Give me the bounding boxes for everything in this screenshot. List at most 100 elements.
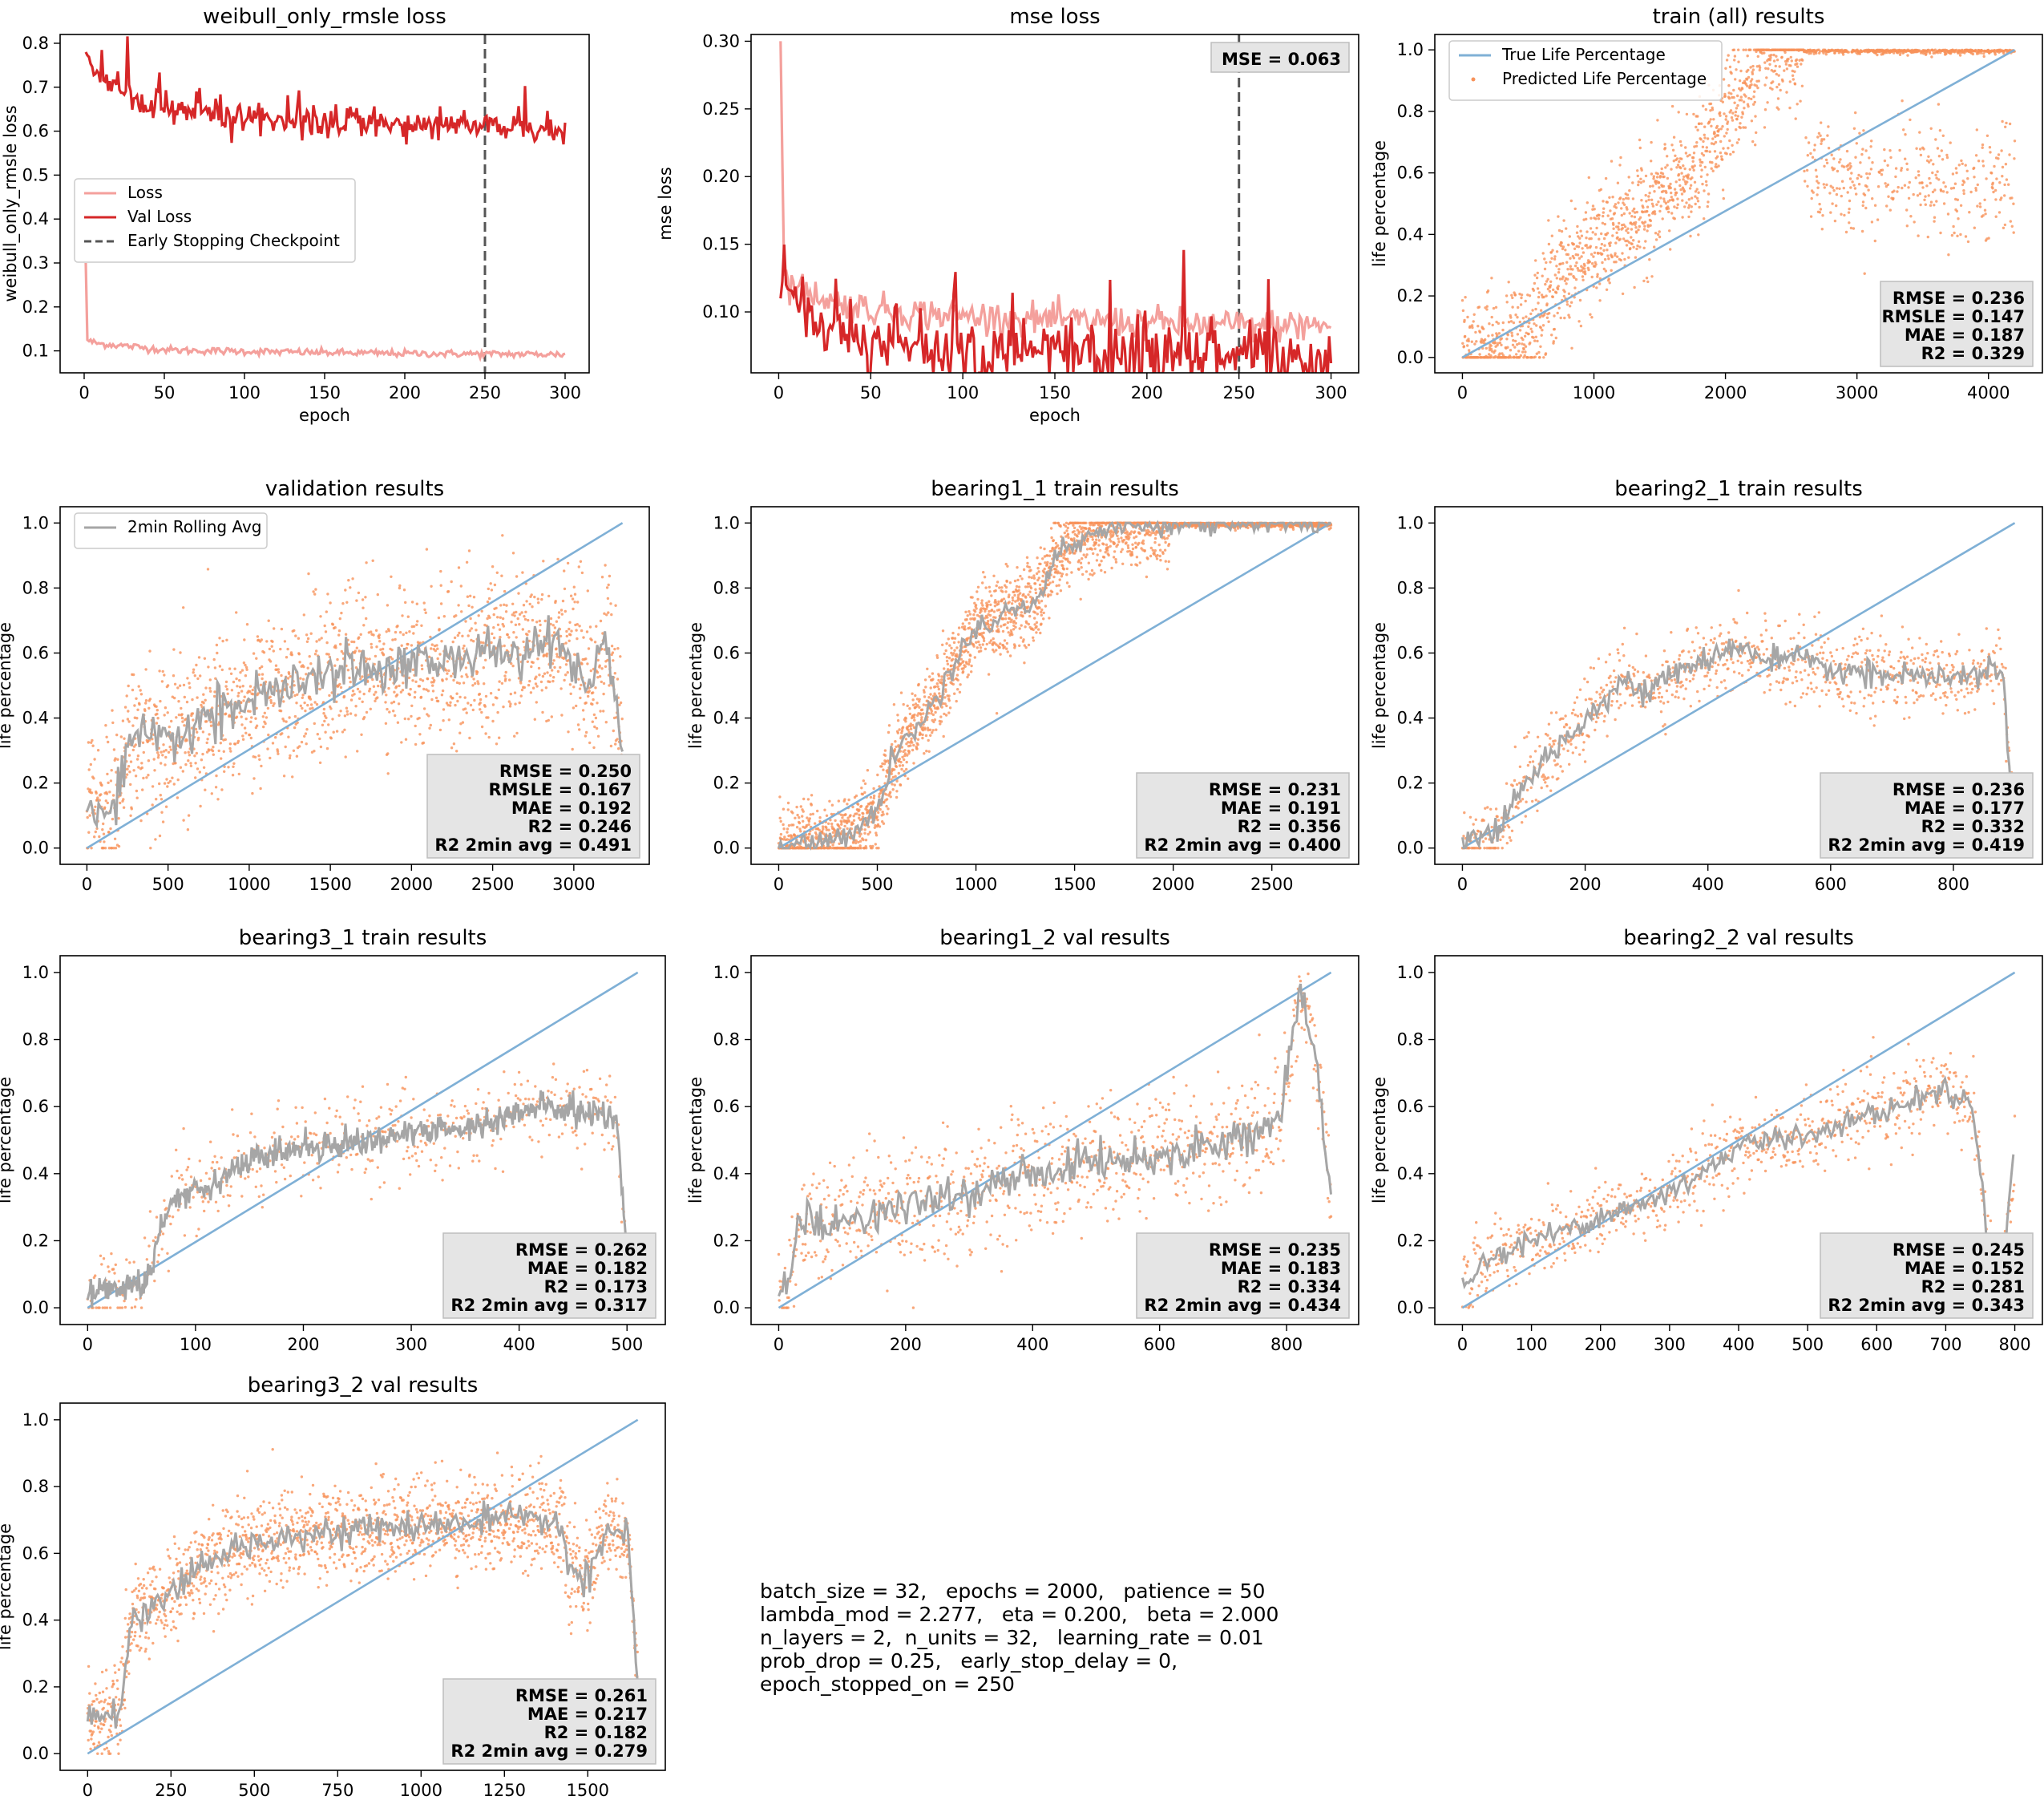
predicted-point [213, 690, 216, 694]
predicted-point [905, 767, 908, 771]
predicted-point [915, 747, 919, 750]
y-tick-label: 0.8 [1397, 102, 1424, 121]
predicted-point [362, 716, 366, 719]
predicted-point [194, 762, 197, 765]
y-tick-label: 0.4 [1397, 224, 1424, 244]
predicted-point [1812, 191, 1815, 194]
predicted-point [245, 623, 249, 626]
predicted-point [1709, 102, 1713, 106]
predicted-point [874, 843, 878, 846]
predicted-point [1604, 176, 1608, 180]
predicted-point [552, 659, 555, 662]
predicted-point [373, 693, 376, 696]
predicted-point [504, 678, 507, 681]
predicted-point [208, 678, 212, 682]
predicted-point [1924, 203, 1927, 206]
predicted-point [1630, 228, 1634, 231]
predicted-point [1541, 252, 1545, 255]
predicted-point [1556, 287, 1560, 291]
predicted-point [1715, 124, 1719, 128]
predicted-point [1725, 59, 1729, 62]
predicted-point [347, 643, 350, 646]
predicted-point [879, 807, 882, 811]
predicted-point [1719, 140, 1723, 144]
loss-series-line [84, 262, 566, 362]
predicted-point [1565, 282, 1568, 285]
predicted-point [109, 779, 113, 783]
predicted-point [350, 640, 353, 644]
predicted-point [1636, 244, 1639, 248]
predicted-point [1823, 186, 1826, 189]
predicted-point [388, 710, 391, 714]
predicted-point [843, 798, 846, 801]
predicted-point [1609, 241, 1612, 245]
predicted-point [201, 752, 204, 756]
predicted-point [482, 641, 485, 645]
predicted-point [487, 716, 490, 719]
predicted-point [806, 835, 810, 839]
predicted-point [1702, 154, 1706, 157]
predicted-point [1596, 273, 1599, 276]
predicted-point [297, 653, 301, 656]
predicted-point [1732, 48, 1736, 51]
predicted-point [407, 676, 411, 680]
predicted-point [496, 710, 499, 714]
predicted-point [837, 799, 841, 803]
predicted-point [919, 733, 923, 736]
predicted-point [436, 647, 439, 650]
predicted-point [160, 762, 163, 765]
predicted-point [513, 614, 516, 617]
predicted-point [1546, 277, 1549, 281]
predicted-point [386, 772, 390, 775]
predicted-point [1981, 160, 1985, 163]
predicted-point [1731, 150, 1735, 154]
predicted-point [1929, 159, 1933, 162]
predicted-point [418, 733, 422, 736]
predicted-point [261, 665, 264, 669]
legend-entry: Predicted Life Percentage [1502, 69, 1707, 88]
predicted-point [305, 742, 308, 746]
predicted-point [520, 688, 524, 692]
predicted-point [1588, 260, 1592, 264]
predicted-point [1505, 301, 1509, 304]
predicted-point [496, 623, 500, 626]
predicted-point [909, 725, 912, 728]
predicted-point [1994, 198, 1998, 201]
predicted-point [244, 665, 248, 669]
predicted-point [963, 625, 967, 629]
predicted-point [944, 688, 947, 691]
predicted-point [606, 597, 610, 601]
predicted-point [1852, 184, 1856, 187]
predicted-point [1573, 207, 1577, 211]
y-tick-label: 0.30 [702, 31, 740, 51]
predicted-point [345, 710, 349, 713]
predicted-point [1574, 277, 1578, 281]
predicted-point [822, 827, 825, 831]
predicted-point [1794, 117, 1797, 120]
predicted-point [852, 819, 856, 822]
predicted-point [1964, 235, 1968, 238]
predicted-point [539, 623, 542, 627]
predicted-point [112, 748, 116, 751]
predicted-point [129, 760, 133, 763]
predicted-point [1460, 299, 1464, 302]
predicted-point [1721, 158, 1724, 161]
predicted-point [1684, 146, 1687, 149]
predicted-point [345, 706, 349, 710]
predicted-point [1466, 344, 1469, 347]
predicted-point [575, 704, 578, 708]
predicted-point [1917, 234, 1920, 237]
predicted-point [1707, 200, 1710, 204]
predicted-point [480, 710, 483, 714]
predicted-point [1608, 244, 1612, 248]
predicted-point [323, 719, 326, 723]
predicted-point [377, 684, 380, 688]
predicted-point [318, 761, 322, 764]
predicted-point [1638, 245, 1642, 249]
predicted-point [164, 805, 168, 808]
predicted-point [102, 832, 106, 835]
predicted-point [135, 789, 139, 793]
predicted-point [1701, 160, 1704, 164]
y-tick-label: 0.4 [22, 709, 49, 728]
predicted-point [1704, 107, 1707, 111]
